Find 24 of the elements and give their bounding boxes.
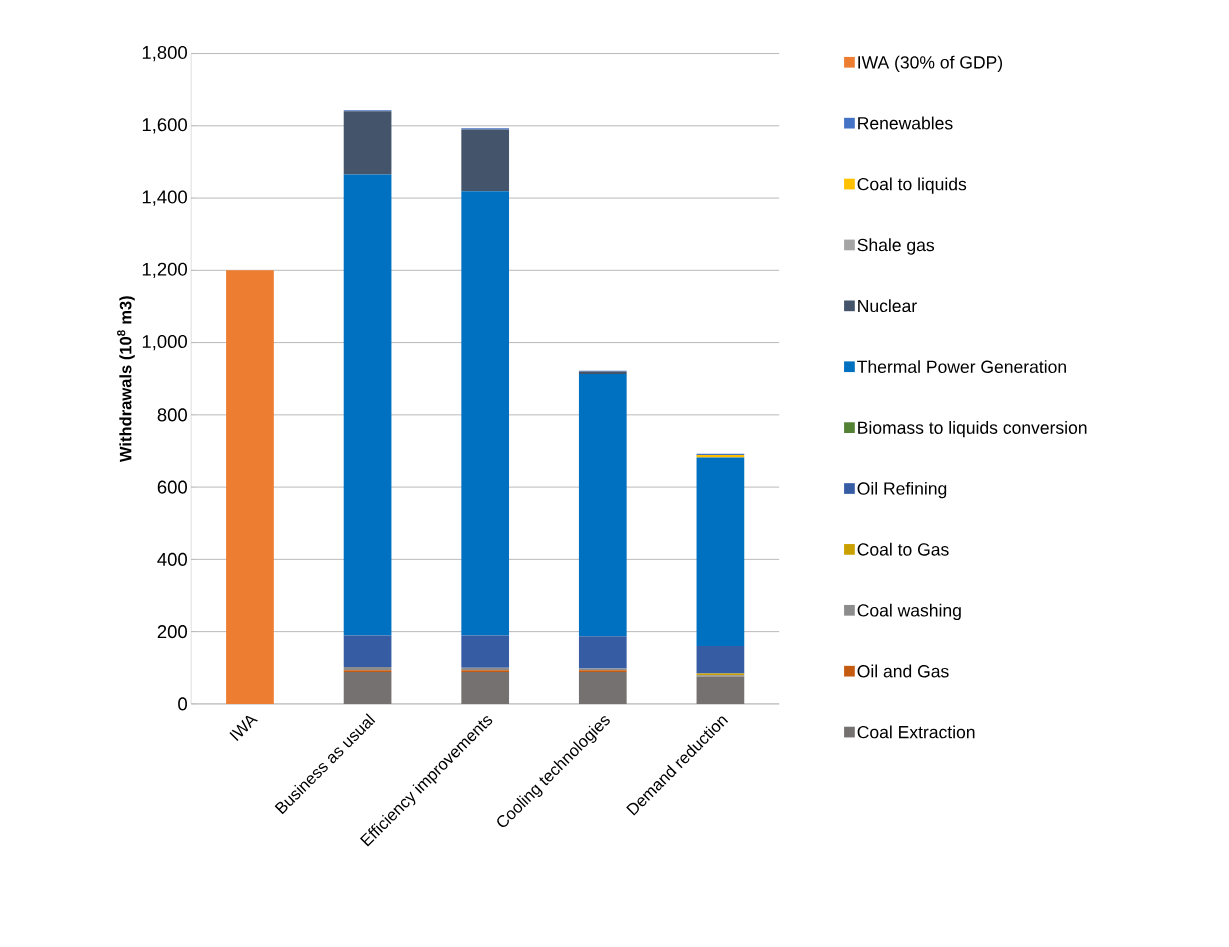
y-tick-label: 1,600 — [142, 118, 187, 134]
y-tick-label: 1,200 — [142, 262, 187, 278]
y-tick-label: 0 — [178, 697, 187, 711]
y-tick-label: 1,400 — [142, 190, 187, 206]
y-tick-label: 1,000 — [142, 334, 187, 351]
legend-label: Biomass to liquids conversion — [858, 420, 1087, 438]
legend-label: Nuclear — [858, 299, 917, 312]
y-tick-label: 800 — [157, 408, 187, 422]
legend-label: Coal to Gas — [857, 542, 949, 556]
legend-label: Oil Refining — [857, 481, 947, 499]
legend-label: Coal to liquids — [857, 177, 967, 194]
legend-label: Thermal Power Generation — [857, 359, 1066, 373]
y-tick-label: 400 — [157, 552, 187, 566]
legend-label: Oil and Gas — [857, 664, 949, 678]
legend-label: IWA (30% of GDP) — [858, 55, 1003, 72]
legend-label: Coal Extraction — [857, 725, 975, 739]
legend-label: Coal washing — [857, 603, 961, 620]
y-tick-label: 600 — [157, 480, 187, 494]
y-tick-label: 1,800 — [142, 45, 187, 62]
legend-label: Shale gas — [857, 238, 935, 255]
x-tick-label: IWA — [229, 715, 258, 741]
legend-label: Renewables — [858, 116, 953, 130]
y-axis-title: Withdrawals (10$^{8}$ m3) — [117, 296, 135, 462]
y-tick-label: 200 — [157, 624, 187, 639]
